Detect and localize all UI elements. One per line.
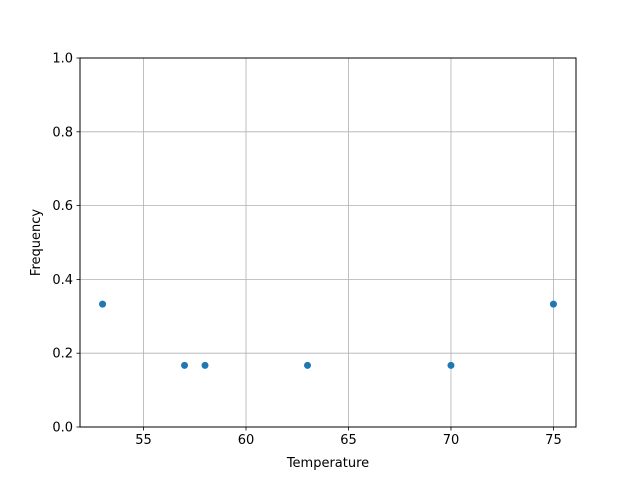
data-point [201,361,209,369]
y-axis-ticks: 0.0 0.2 0.4 0.6 0.8 1.0 [52,52,80,436]
y-axis-label: Frequency [29,209,44,276]
y-tick-label: 1.0 [52,52,73,67]
data-point [99,300,107,308]
y-tick-label: 0.4 [52,273,73,288]
x-tick-label: 55 [135,433,152,448]
y-tick-label: 0.6 [52,199,73,214]
data-point [304,361,312,369]
y-tick-label: 0.2 [52,347,73,362]
x-tick-label: 75 [545,433,562,448]
grid [80,57,576,428]
data-point [181,361,189,369]
data-points [99,300,557,369]
x-tick-label: 60 [238,433,255,448]
x-axis-label: Temperature [286,456,369,471]
x-axis-ticks: 55 60 65 70 75 [135,427,562,448]
data-point [549,300,557,308]
x-tick-label: 65 [340,433,357,448]
data-point [447,361,455,369]
x-tick-label: 70 [443,433,460,448]
y-tick-label: 0.8 [52,125,73,140]
axes-frame [79,57,577,428]
y-tick-label: 0.0 [52,421,73,436]
